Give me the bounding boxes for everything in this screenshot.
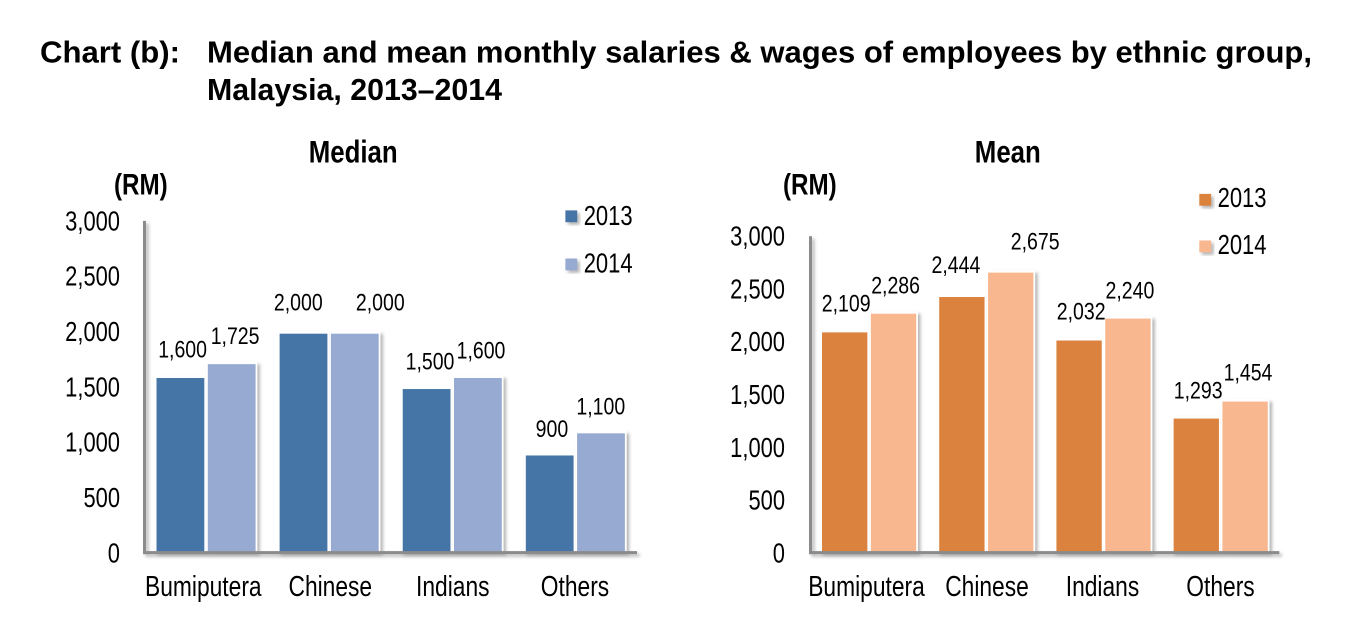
svg-text:900: 900 (536, 415, 569, 443)
svg-text:Bumiputera: Bumiputera (808, 572, 925, 603)
svg-text:1,100: 1,100 (576, 392, 625, 420)
svg-text:3,000: 3,000 (730, 222, 785, 252)
svg-text:3,000: 3,000 (65, 207, 120, 237)
svg-text:2,000: 2,000 (65, 318, 120, 348)
svg-text:2,240: 2,240 (1105, 276, 1154, 304)
svg-text:1,454: 1,454 (1224, 359, 1273, 387)
svg-text:Malaysia, 2013–2014: Malaysia, 2013–2014 (207, 72, 503, 107)
svg-text:0: 0 (773, 539, 785, 569)
svg-text:1,000: 1,000 (730, 434, 785, 464)
svg-text:Median: Median (309, 135, 398, 170)
svg-text:Indians: Indians (416, 572, 489, 603)
svg-text:2,286: 2,286 (871, 271, 920, 299)
svg-text:2,000: 2,000 (274, 288, 323, 316)
svg-text:2,675: 2,675 (1011, 227, 1060, 255)
svg-text:2,000: 2,000 (356, 288, 405, 316)
svg-text:Median and mean monthly salari: Median and mean monthly salaries & wages… (207, 35, 1312, 70)
svg-text:2,444: 2,444 (931, 251, 980, 279)
svg-text:2,109: 2,109 (822, 289, 871, 317)
svg-text:1,600: 1,600 (457, 337, 506, 365)
svg-text:(RM): (RM) (783, 168, 837, 201)
svg-text:Bumiputera: Bumiputera (145, 572, 262, 603)
svg-text:Others: Others (541, 572, 609, 603)
svg-text:2014: 2014 (584, 248, 633, 279)
svg-text:2,500: 2,500 (730, 275, 785, 305)
svg-text:1,500: 1,500 (406, 347, 455, 375)
svg-text:1,500: 1,500 (730, 381, 785, 411)
svg-text:2,500: 2,500 (65, 263, 120, 293)
svg-text:Chinese: Chinese (945, 572, 1029, 603)
svg-text:0: 0 (108, 539, 120, 569)
svg-text:1,725: 1,725 (211, 322, 260, 350)
svg-text:500: 500 (83, 484, 120, 514)
svg-text:Chinese: Chinese (288, 572, 372, 603)
svg-text:2013: 2013 (1218, 183, 1267, 214)
svg-text:1,600: 1,600 (158, 336, 207, 364)
svg-text:1,293: 1,293 (1174, 377, 1223, 405)
svg-text:Indians: Indians (1066, 572, 1139, 603)
svg-text:(RM): (RM) (114, 168, 168, 201)
svg-text:Others: Others (1186, 572, 1254, 603)
svg-text:2013: 2013 (584, 201, 633, 232)
svg-text:1,000: 1,000 (65, 429, 120, 459)
svg-text:Chart (b):: Chart (b): (40, 35, 180, 70)
svg-text:500: 500 (748, 486, 785, 516)
svg-text:2,000: 2,000 (730, 328, 785, 358)
svg-text:Mean: Mean (975, 135, 1041, 170)
svg-text:1,500: 1,500 (65, 373, 120, 403)
svg-text:2014: 2014 (1218, 230, 1267, 261)
svg-text:2,032: 2,032 (1057, 297, 1106, 325)
